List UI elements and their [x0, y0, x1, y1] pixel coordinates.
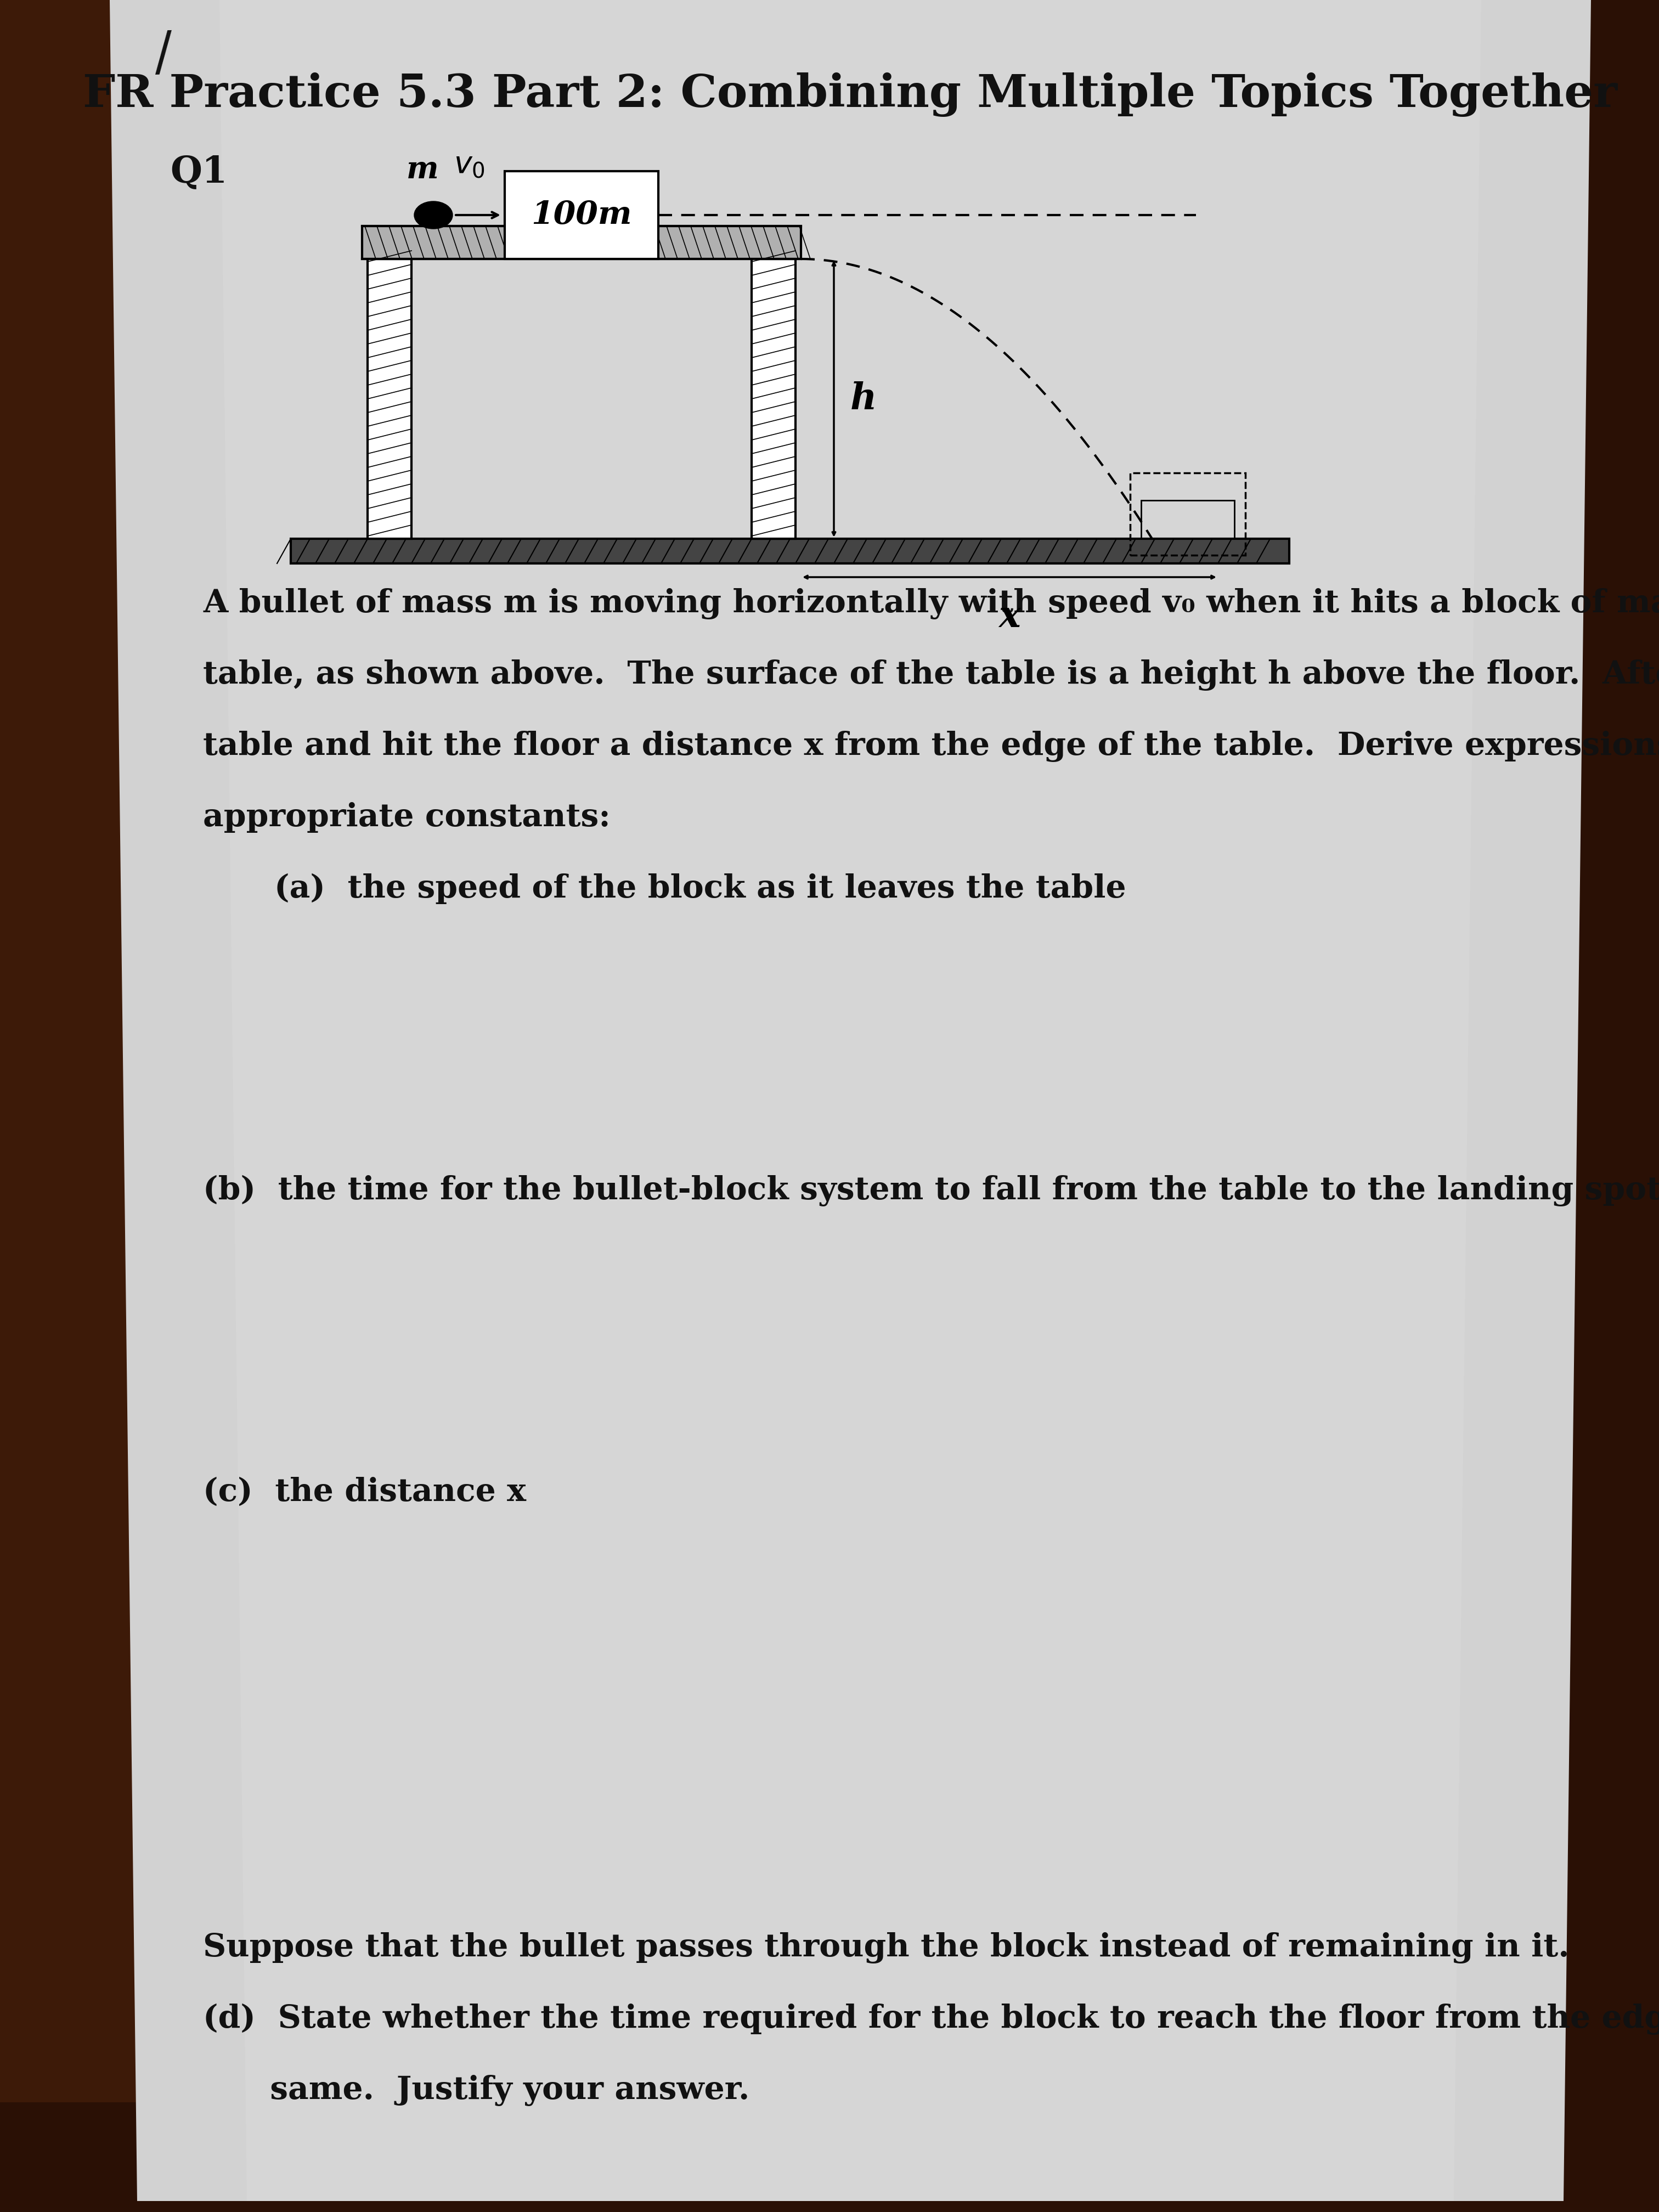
Text: Suppose that the bullet passes through the block instead of remaining in it.: Suppose that the bullet passes through t… [202, 1933, 1569, 1964]
Text: 100m: 100m [531, 199, 632, 230]
Bar [368, 259, 411, 540]
Bar [752, 259, 795, 540]
Text: Q1: Q1 [171, 155, 227, 190]
Polygon shape [0, 0, 154, 2212]
Bar [1141, 500, 1234, 540]
Text: FR Practice 5.3 Part 2: Combining Multiple Topics Together: FR Practice 5.3 Part 2: Combining Multip… [83, 73, 1618, 117]
Text: m: m [406, 155, 438, 186]
Bar [362, 226, 801, 259]
Polygon shape [1525, 0, 1659, 2212]
Text: (c)  the distance x: (c) the distance x [202, 1478, 526, 1509]
Text: appropriate constants:: appropriate constants: [202, 803, 611, 832]
Text: x: x [999, 599, 1020, 635]
Polygon shape [0, 2101, 1659, 2212]
Text: h: h [851, 380, 878, 416]
Bar [290, 540, 1289, 564]
Polygon shape [109, 0, 1591, 2201]
Text: A bullet of mass m is moving horizontally with speed v₀ when it hits a block of : A bullet of mass m is moving horizontall… [202, 588, 1659, 619]
Text: (b)  the time for the bullet-block system to fall from the table to the landing : (b) the time for the bullet-block system… [202, 1175, 1659, 1206]
Text: /: / [154, 29, 174, 80]
Text: same.  Justify your answer.: same. Justify your answer. [202, 2075, 750, 2106]
Text: table and hit the floor a distance x from the edge of the table.  Derive express: table and hit the floor a distance x fro… [202, 730, 1659, 761]
Bar [1130, 473, 1246, 555]
Text: (a)  the speed of the block as it leaves the table: (a) the speed of the block as it leaves … [274, 874, 1126, 905]
Text: $v_0$: $v_0$ [453, 150, 484, 179]
Polygon shape [219, 0, 1481, 2201]
Text: (d)  State whether the time required for the block to reach the floor from the e: (d) State whether the time required for … [202, 2004, 1659, 2035]
Bar [504, 170, 659, 259]
Text: table, as shown above.  The surface of the table is a height h above the floor. : table, as shown above. The surface of th… [202, 659, 1659, 690]
Ellipse shape [415, 201, 453, 228]
